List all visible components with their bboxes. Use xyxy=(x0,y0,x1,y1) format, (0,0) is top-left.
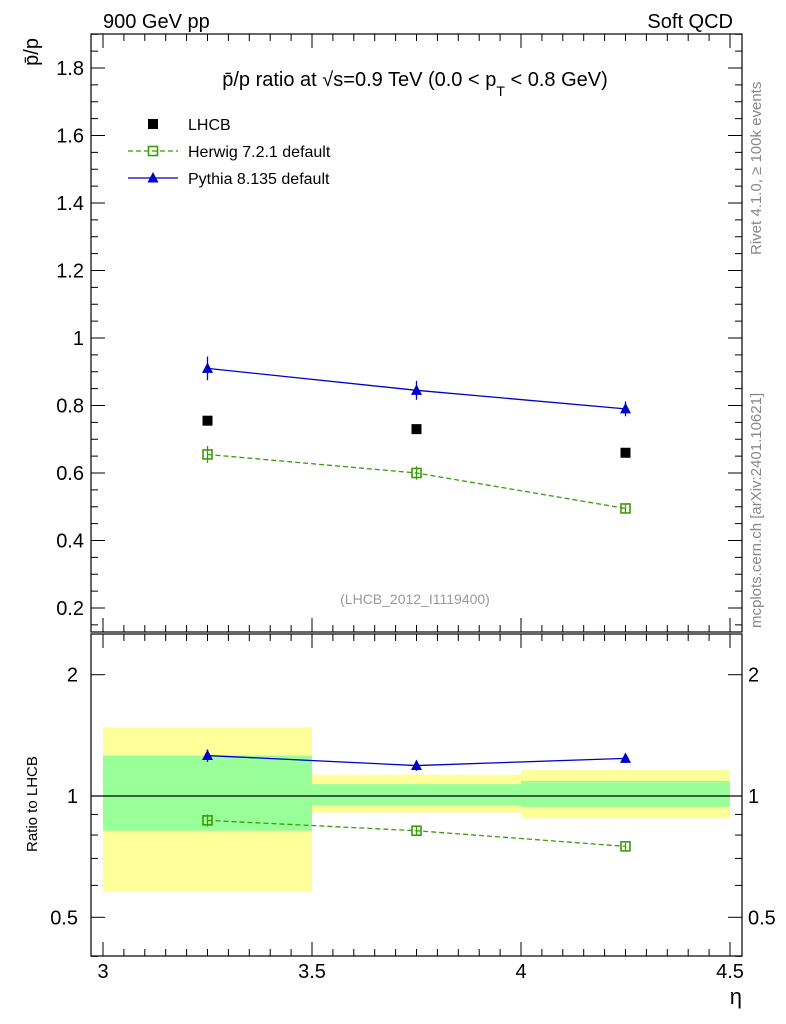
pythia-point xyxy=(411,384,422,395)
uncertainty-band-inner xyxy=(521,780,730,807)
herwig-point xyxy=(411,825,422,837)
x-tick-label: 3.5 xyxy=(298,961,326,983)
y-tick-label-main: 0.8 xyxy=(56,396,84,418)
herwig-point xyxy=(620,841,631,852)
herwig-point xyxy=(202,449,213,460)
main-axes: 0.2 0.4 0.6 0.8 1 1.2 1.4 1.6 1.8 xyxy=(56,33,742,632)
y-axis-label-ratio: Ratio to LHCB xyxy=(24,756,41,852)
legend-label-data: LHCB xyxy=(188,117,231,134)
chart-title: p̄/p ratio at √s=0.9 TeV (0.0 < pT < 0.8… xyxy=(222,69,608,99)
analysis-watermark: (LHCB_2012_I1119400) xyxy=(340,591,490,607)
legend-marker-data xyxy=(148,119,158,129)
uncertainty-band-inner xyxy=(312,784,521,805)
chart-title-suffix: < 0.8 GeV) xyxy=(505,69,608,91)
legend-label-pythia: Pythia 8.135 default xyxy=(188,171,330,188)
legend-marker-pythia xyxy=(147,172,159,183)
herwig-point xyxy=(202,815,213,826)
data-point xyxy=(202,415,213,426)
y-tick-label-main: 1.8 xyxy=(56,58,84,80)
chart-title-sub: T xyxy=(496,83,505,99)
ratio-series xyxy=(202,749,631,852)
x-tick-label: 4 xyxy=(515,961,526,983)
y-tick-label-main: 0.6 xyxy=(56,463,84,485)
data-point xyxy=(411,424,422,435)
y-axis-label-main: p̄/p xyxy=(21,38,43,66)
pythia-point xyxy=(202,749,213,761)
pythia-point xyxy=(411,759,422,771)
y-tick-label-ratio-right: 2 xyxy=(748,665,759,687)
main-series xyxy=(202,356,631,514)
mcplots-source: mcplots.cern.ch [arXiv:2401.10621] xyxy=(748,393,765,628)
y-tick-label-ratio-right: 0.5 xyxy=(748,907,776,929)
herwig-line xyxy=(207,453,626,510)
legend-marker-herwig xyxy=(147,145,159,157)
y-tick-label-ratio: 0.5 xyxy=(50,907,78,929)
y-tick-label-main: 1.4 xyxy=(56,193,84,215)
y-tick-label-ratio: 1 xyxy=(67,786,78,808)
ratio-bands xyxy=(103,727,730,892)
y-tick-label-main: 0.4 xyxy=(56,531,84,553)
x-tick-label: 3 xyxy=(97,961,108,983)
x-tick-label: 4.5 xyxy=(716,961,744,983)
ratio-axes: 0.5 0.5 1 1 2 2 3 3.5 4 4.5 xyxy=(50,634,776,983)
legend: LHCB Herwig 7.2.1 default Pythia 8.135 def… xyxy=(128,117,331,188)
pythia-point xyxy=(620,402,631,414)
rivet-info: Rivet 4.1.0, ≥ 100k events xyxy=(748,82,765,255)
chart-title-prefix: p̄/p ratio at √s=0.9 TeV (0.0 < p xyxy=(222,69,496,91)
pythia-point xyxy=(202,362,213,373)
y-tick-label-main: 1.2 xyxy=(56,261,84,283)
y-tick-label-ratio-right: 1 xyxy=(748,786,759,808)
herwig-point xyxy=(411,467,422,479)
x-axis-label: η xyxy=(730,984,742,1009)
data-point xyxy=(620,447,631,458)
y-tick-label-main: 1.6 xyxy=(56,126,84,148)
y-tick-label-main: 0.2 xyxy=(56,598,84,620)
main-watermark-group: (LHCB_2012_I1119400) xyxy=(340,591,490,607)
legend-label-herwig: Herwig 7.2.1 default xyxy=(188,144,331,161)
header-right: Soft QCD xyxy=(647,11,733,33)
pythia-point xyxy=(620,752,631,763)
herwig-point xyxy=(620,503,631,514)
main-title-group: p̄/p ratio at √s=0.9 TeV (0.0 < pT < 0.8… xyxy=(222,69,608,99)
y-tick-label-main: 1 xyxy=(73,328,84,350)
header-left: 900 GeV pp xyxy=(103,11,210,33)
y-tick-label-ratio: 2 xyxy=(67,665,78,687)
